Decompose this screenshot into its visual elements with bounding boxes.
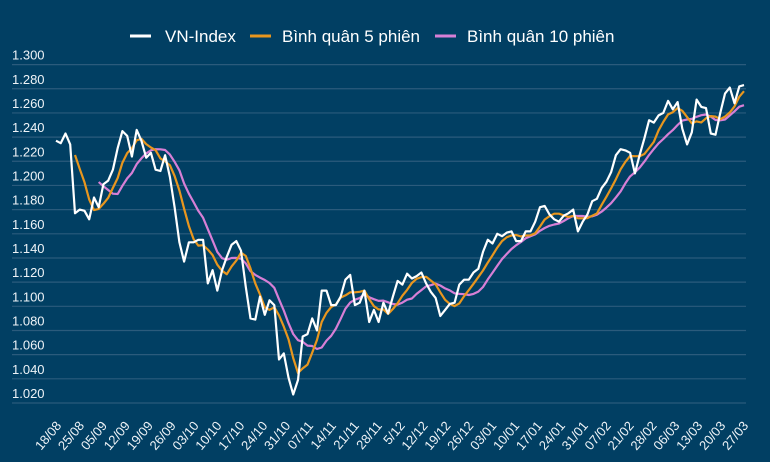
legend-label: Bình quân 10 phiên bbox=[467, 27, 614, 46]
y-tick-label: 1.080 bbox=[12, 313, 45, 328]
y-axis-ticks: 1.020 1.040 1.060 1.080 1.100 1.120 1.140 1.160… bbox=[12, 48, 45, 401]
y-tick-label: 1.280 bbox=[12, 72, 45, 87]
y-tick-label: 1.040 bbox=[12, 362, 45, 377]
series-line-ma5 bbox=[73, 90, 745, 375]
y-tick-label: 1.060 bbox=[12, 338, 45, 353]
series-line-vn-index bbox=[55, 84, 745, 396]
y-tick-label: 1.260 bbox=[12, 96, 45, 111]
y-tick-label: 1.020 bbox=[12, 386, 45, 401]
y-tick-label: 1.100 bbox=[12, 289, 45, 304]
y-tick-label: 1.200 bbox=[12, 168, 45, 183]
legend-label: VN-Index bbox=[165, 27, 236, 46]
y-tick-label: 1.120 bbox=[12, 265, 45, 280]
legend-label: Bình quân 5 phiên bbox=[282, 27, 420, 46]
y-tick-label: 1.160 bbox=[12, 217, 45, 232]
y-tick-label: 1.220 bbox=[12, 144, 45, 159]
series-lines bbox=[55, 84, 745, 396]
y-tick-label: 1.180 bbox=[12, 193, 45, 208]
y-tick-label: 1.240 bbox=[12, 120, 45, 135]
y-tick-label: 1.300 bbox=[12, 48, 45, 63]
y-tick-label: 1.140 bbox=[12, 241, 45, 256]
legend: VN-Index Bình quân 5 phiên Bình quân 10 ph… bbox=[130, 27, 614, 46]
